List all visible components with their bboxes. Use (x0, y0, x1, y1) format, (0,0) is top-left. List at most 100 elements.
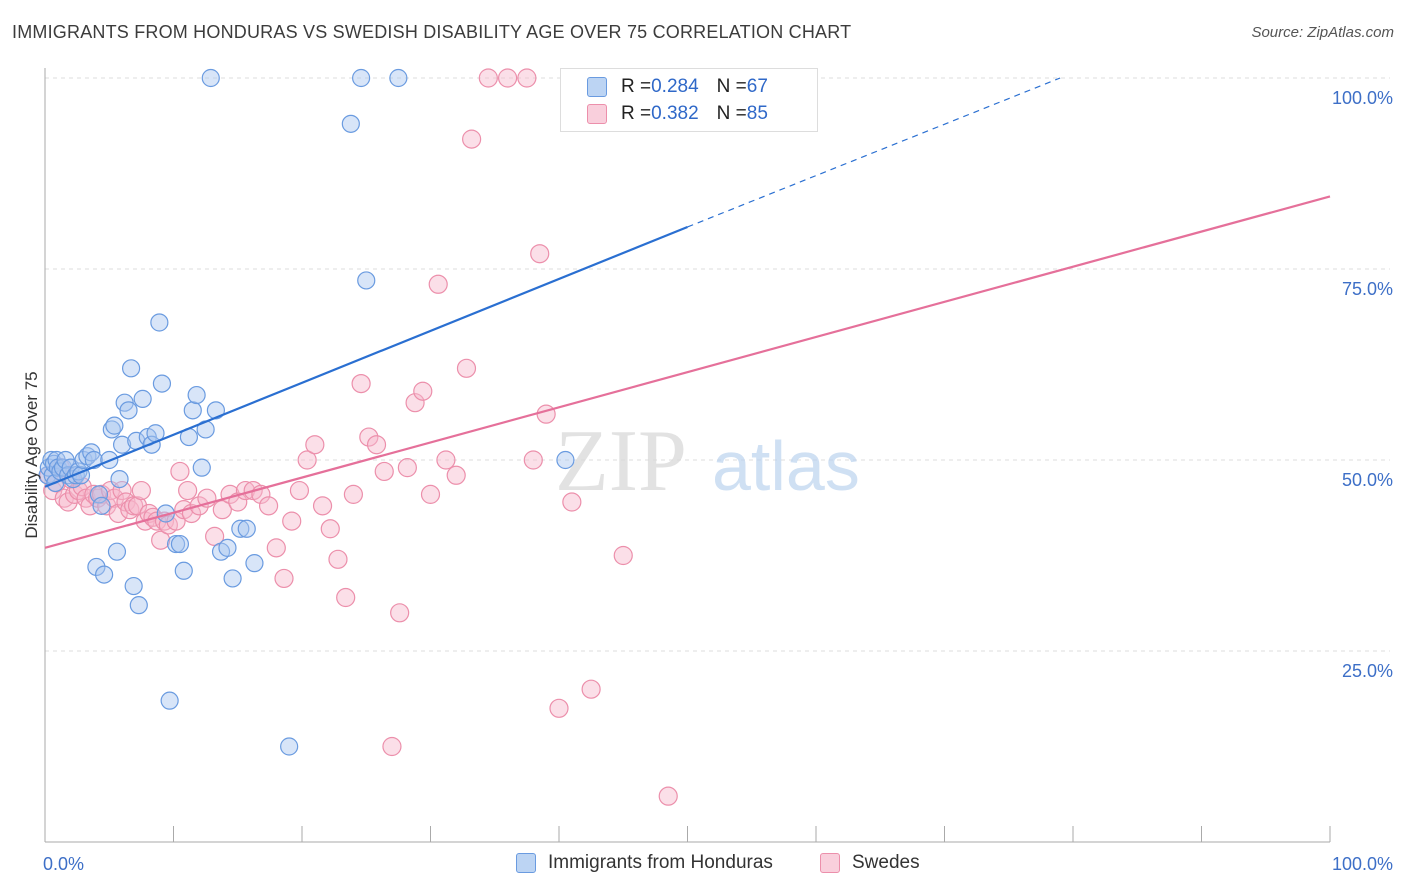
y-tick-label: 100.0% (1332, 88, 1393, 108)
honduras-point (357, 271, 376, 290)
swedes-point (64, 484, 85, 504)
series-legend: Immigrants from Honduras Swedes (0, 852, 1406, 878)
swedes-trend-line (44, 195, 1331, 549)
honduras-point (245, 554, 264, 573)
honduras-point (201, 68, 220, 88)
swedes-point (312, 496, 333, 516)
honduras-point (231, 519, 250, 538)
swedes-point (462, 129, 482, 149)
honduras-trend-line (44, 225, 688, 488)
legend-label-swedes: Swedes (852, 852, 920, 873)
swedes-point (336, 587, 356, 608)
honduras-point (92, 496, 111, 515)
swedes-point (127, 496, 148, 516)
honduras-point (160, 691, 179, 710)
legend-item-honduras: Immigrants from Honduras (516, 852, 773, 874)
swedes-point (274, 568, 294, 589)
honduras-point (87, 557, 106, 577)
swedes-points (39, 68, 678, 806)
x-tick-label: 100.0% (1332, 854, 1393, 874)
legend-row-swedes: R = 0.382 N = 85 (587, 101, 768, 127)
honduras-point (150, 313, 169, 332)
honduras-point (119, 401, 138, 420)
legend-n-value: 67 (746, 76, 768, 97)
swedes-point (366, 435, 387, 455)
swedes-point (446, 465, 466, 485)
watermark-zip: ZIP (555, 413, 687, 510)
honduras-point (187, 385, 206, 405)
swedes-point (390, 603, 410, 623)
swedes-point (266, 538, 286, 558)
honduras-point (133, 389, 152, 408)
swedes-point (297, 450, 317, 470)
swedes-point (108, 503, 128, 524)
honduras-point (218, 538, 237, 557)
honduras-point (556, 450, 575, 470)
honduras-point (112, 435, 132, 454)
tick-labels: 25.0% 50.0% 75.0% 100.0% 0.0% 100.0% (43, 88, 1393, 874)
swedes-point (562, 492, 582, 512)
stats-legend: R = 0.284 N = 67 R = 0.382 N = 85 (560, 68, 818, 132)
honduras-point (121, 359, 141, 378)
honduras-point (166, 534, 186, 554)
swedes-point (258, 496, 279, 516)
swedes-point (305, 435, 325, 455)
swedes-point (151, 530, 171, 550)
y-axis-label: Disability Age Over 75 (22, 371, 41, 539)
y-tick-label: 50.0% (1342, 470, 1393, 490)
source-label: Source: ZipAtlas.com (1251, 24, 1394, 41)
honduras-point (223, 569, 242, 588)
swedes-point (351, 374, 371, 394)
swedes-point (289, 480, 310, 501)
honduras-point (124, 576, 143, 596)
honduras-point (206, 401, 226, 420)
swedes-point (456, 358, 477, 378)
trend-lines (44, 77, 1331, 549)
swedes-point (523, 450, 543, 470)
swedes-point (343, 484, 363, 504)
swedes-point (498, 68, 518, 88)
swedes-point (131, 480, 151, 501)
honduras-point (95, 565, 114, 584)
legend-r-label: R = (621, 76, 652, 97)
y-tick-label: 75.0% (1342, 279, 1393, 299)
axes (44, 68, 1331, 843)
y-tick-label: 25.0% (1342, 661, 1393, 681)
honduras-point (152, 374, 172, 393)
watermark: ZIP atlas (555, 413, 860, 510)
swedes-point (420, 484, 441, 504)
swedes-point (328, 549, 348, 569)
legend-n-label: N = (716, 76, 747, 97)
honduras-point (170, 534, 190, 554)
swedes-point (382, 736, 402, 757)
swedes-point (613, 545, 633, 566)
swedes-point (517, 68, 537, 88)
legend-swatch-blue (516, 853, 536, 873)
swedes-point (658, 786, 678, 806)
swedes-point (530, 244, 550, 264)
honduras-point (352, 68, 371, 88)
swedes-point (170, 461, 190, 482)
grid-lines (45, 77, 1390, 652)
swedes-point (228, 492, 248, 512)
watermark-atlas: atlas (712, 427, 860, 505)
swedes-point (212, 500, 232, 520)
swedes-point (478, 68, 498, 88)
honduras-point (105, 416, 124, 435)
honduras-point (237, 519, 256, 538)
swedes-point (428, 274, 448, 294)
legend-r-label: R = (621, 103, 652, 124)
swedes-point (436, 450, 456, 470)
legend-swatch-pink (587, 104, 607, 124)
legend-row-honduras: R = 0.284 N = 67 (587, 74, 768, 100)
legend-n-label: N = (716, 103, 747, 124)
honduras-point (89, 485, 109, 504)
honduras-point (389, 68, 408, 88)
honduras-point (174, 561, 193, 580)
chart-title: IMMIGRANTS FROM HONDURAS VS SWEDISH DISA… (12, 22, 852, 42)
legend-swatch-pink (820, 853, 840, 873)
swedes-point (374, 461, 394, 482)
legend-item-swedes: Swedes (820, 852, 920, 874)
swedes-point (581, 679, 601, 699)
